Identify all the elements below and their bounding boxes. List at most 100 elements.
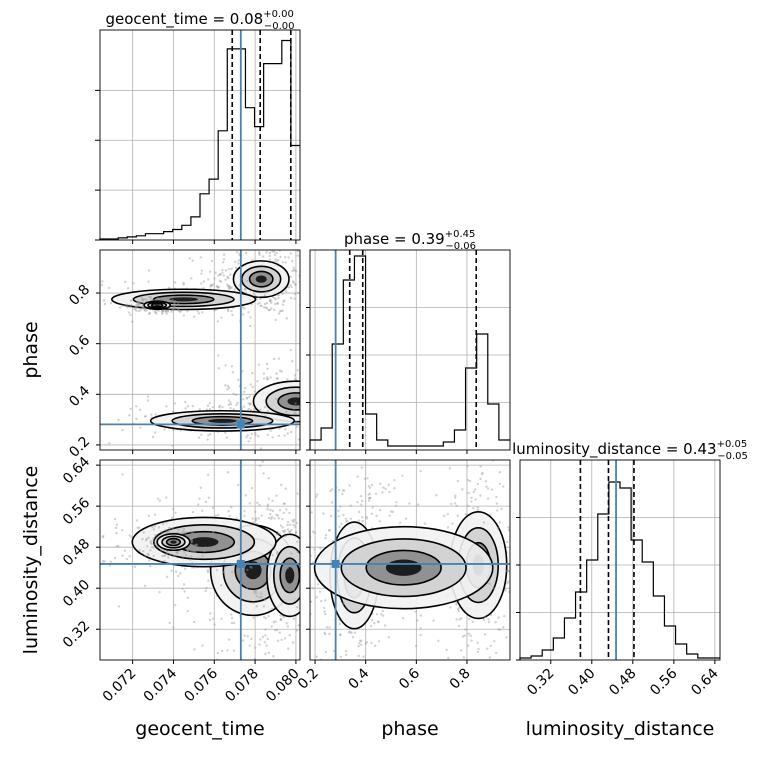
panel-frame bbox=[99, 29, 301, 241]
sample-point bbox=[323, 409, 325, 411]
y-tick-label: 0.64 bbox=[60, 454, 93, 487]
contour-line bbox=[365, 549, 442, 586]
sample-point bbox=[498, 471, 501, 474]
sample-point bbox=[482, 618, 486, 622]
sample-point bbox=[250, 432, 254, 436]
sample-point bbox=[173, 302, 176, 305]
sample-point bbox=[337, 515, 340, 518]
sample-point bbox=[63, 303, 65, 305]
sample-point bbox=[480, 472, 484, 476]
sample-point bbox=[503, 614, 506, 618]
sample-point bbox=[243, 390, 246, 393]
x-tick-label: 0.080 bbox=[263, 666, 303, 706]
sample-point bbox=[534, 500, 536, 502]
sample-point bbox=[528, 620, 530, 622]
sample-point bbox=[370, 425, 372, 427]
sample-point bbox=[113, 556, 117, 560]
sample-point bbox=[322, 379, 324, 381]
sample-point bbox=[254, 519, 258, 522]
sample-point bbox=[128, 555, 131, 558]
sample-point bbox=[260, 595, 263, 599]
sample-point bbox=[138, 549, 141, 552]
sample-point bbox=[134, 307, 137, 310]
sample-point bbox=[306, 380, 308, 382]
sample-point bbox=[447, 656, 450, 660]
sample-point bbox=[454, 496, 457, 499]
sample-point bbox=[102, 299, 106, 302]
sample-point bbox=[118, 306, 122, 309]
sample-point bbox=[547, 603, 549, 605]
sample-point bbox=[165, 405, 168, 408]
sample-point bbox=[273, 253, 277, 257]
sample-point bbox=[350, 631, 353, 635]
sample-point bbox=[151, 435, 155, 439]
sample-point bbox=[278, 631, 281, 634]
sample-point bbox=[419, 614, 423, 617]
sample-point bbox=[338, 399, 340, 401]
sample-point bbox=[497, 616, 500, 619]
sample-point bbox=[263, 294, 267, 297]
sample-point bbox=[184, 553, 188, 557]
sample-point bbox=[268, 251, 272, 255]
sample-point bbox=[371, 618, 374, 622]
sample-point bbox=[356, 408, 358, 410]
sample-point bbox=[442, 514, 446, 518]
sample-point bbox=[344, 364, 346, 366]
sample-point bbox=[181, 587, 184, 591]
sample-point bbox=[230, 267, 233, 270]
sample-point bbox=[282, 530, 285, 533]
sample-point bbox=[289, 275, 293, 278]
sample-point bbox=[321, 542, 323, 544]
sample-point bbox=[302, 614, 304, 616]
sample-point bbox=[435, 494, 438, 497]
sample-point bbox=[378, 520, 381, 523]
sample-point bbox=[249, 565, 252, 568]
sample-point bbox=[470, 496, 473, 500]
contour-line bbox=[152, 294, 215, 305]
sample-point bbox=[172, 554, 176, 558]
sample-point bbox=[302, 429, 304, 431]
sample-point bbox=[288, 523, 292, 526]
sample-point bbox=[245, 396, 249, 400]
sample-point bbox=[330, 501, 334, 504]
sample-point bbox=[271, 436, 274, 439]
sample-point bbox=[264, 574, 267, 577]
sample-point bbox=[200, 433, 203, 437]
sample-point bbox=[147, 536, 150, 540]
sample-point bbox=[464, 513, 467, 516]
sample-point bbox=[217, 354, 220, 357]
sample-point bbox=[241, 370, 244, 373]
sample-point bbox=[146, 395, 150, 398]
sample-point bbox=[332, 649, 336, 653]
sample-point bbox=[208, 618, 212, 622]
sample-point bbox=[220, 584, 223, 587]
sample-point bbox=[455, 618, 458, 621]
sample-point bbox=[368, 496, 371, 500]
sample-point bbox=[176, 574, 180, 578]
sample-point bbox=[150, 542, 154, 546]
sample-point bbox=[142, 531, 145, 534]
sample-point bbox=[282, 615, 286, 619]
sample-point bbox=[357, 644, 360, 648]
sample-point bbox=[227, 399, 231, 402]
sample-point bbox=[163, 549, 166, 552]
sample-point bbox=[539, 601, 541, 603]
sample-point bbox=[361, 383, 363, 385]
sample-point bbox=[107, 286, 111, 290]
sample-point bbox=[186, 534, 189, 537]
sample-point bbox=[149, 297, 152, 301]
sample-point bbox=[339, 633, 342, 636]
sample-point bbox=[227, 509, 230, 513]
sample-point bbox=[212, 617, 215, 621]
sample-point bbox=[467, 504, 470, 508]
sample-point bbox=[137, 300, 141, 303]
sample-point bbox=[265, 362, 269, 366]
sample-point bbox=[543, 631, 545, 633]
sample-point bbox=[351, 414, 353, 416]
sample-point bbox=[227, 638, 231, 641]
sample-point bbox=[254, 431, 257, 435]
sample-point bbox=[476, 650, 480, 654]
sample-point bbox=[6, 308, 8, 310]
sample-point bbox=[466, 644, 470, 647]
sample-point bbox=[254, 646, 257, 649]
